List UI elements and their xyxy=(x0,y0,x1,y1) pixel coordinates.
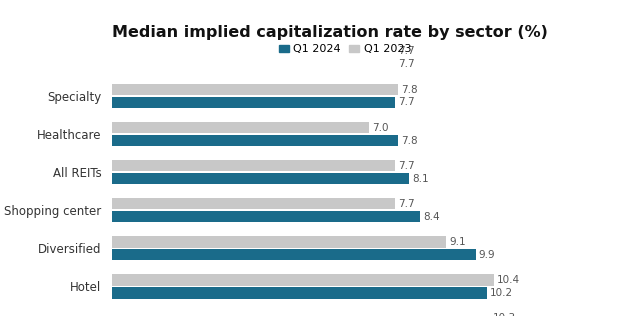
Bar xyxy=(112,287,486,299)
Text: 7.7: 7.7 xyxy=(397,199,414,209)
Text: 8.1: 8.1 xyxy=(412,173,429,184)
Bar xyxy=(112,236,446,247)
Bar xyxy=(112,211,420,222)
Bar xyxy=(112,122,369,133)
Bar xyxy=(112,46,395,57)
Bar xyxy=(112,198,395,210)
Text: 7.8: 7.8 xyxy=(401,136,418,146)
Text: 7.7: 7.7 xyxy=(397,98,414,107)
Text: 9.9: 9.9 xyxy=(479,250,495,260)
Legend: Q1 2024, Q1 2023: Q1 2024, Q1 2023 xyxy=(274,40,416,59)
Text: 10.4: 10.4 xyxy=(497,275,520,285)
Bar xyxy=(112,249,476,260)
Bar xyxy=(112,135,399,146)
Text: 7.7: 7.7 xyxy=(397,161,414,171)
Text: 7.8: 7.8 xyxy=(401,85,418,94)
Text: 10.2: 10.2 xyxy=(490,288,513,298)
Bar xyxy=(112,59,395,70)
Bar xyxy=(112,160,395,171)
Text: 9.1: 9.1 xyxy=(449,237,466,247)
Text: 7.7: 7.7 xyxy=(397,46,414,57)
Bar xyxy=(112,97,395,108)
Text: 7.7: 7.7 xyxy=(397,59,414,70)
Bar xyxy=(112,312,490,316)
Text: Median implied capitalization rate by sector (%): Median implied capitalization rate by se… xyxy=(112,25,548,40)
Text: 8.4: 8.4 xyxy=(424,212,440,222)
Bar xyxy=(112,173,410,184)
Text: 7.0: 7.0 xyxy=(372,123,388,133)
Bar xyxy=(112,274,494,286)
Text: 10.3: 10.3 xyxy=(493,313,516,316)
Bar xyxy=(112,84,399,95)
